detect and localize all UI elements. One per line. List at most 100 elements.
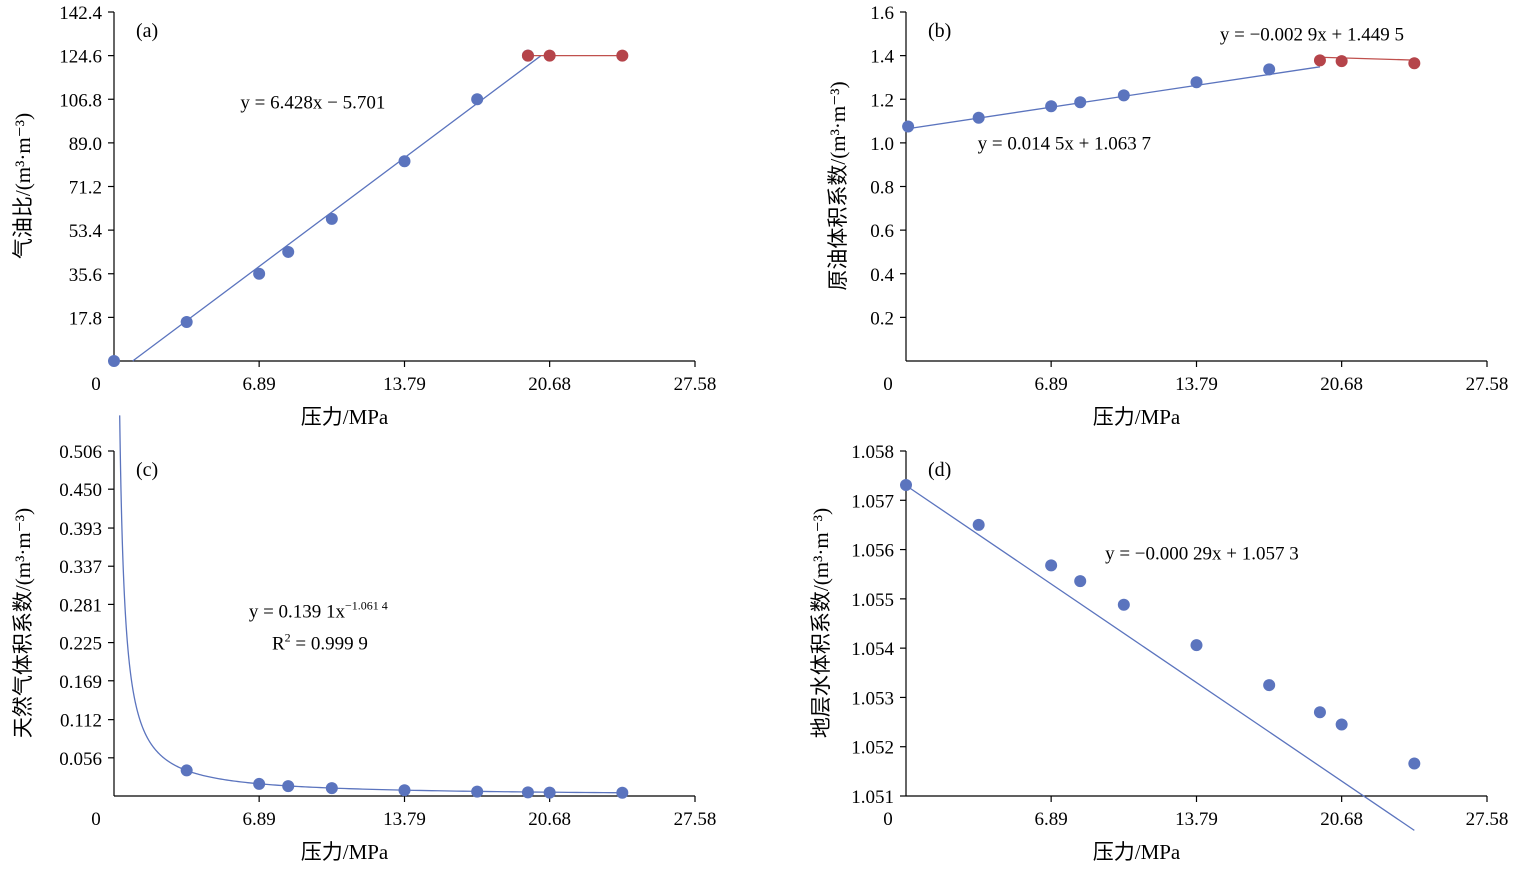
- data-point-blue: [543, 786, 556, 799]
- data-point-blue: [972, 111, 985, 124]
- y-tick-label: 0.393: [59, 519, 102, 540]
- y-tick-label: 0.450: [59, 480, 102, 501]
- y-tick-label: 0.6: [870, 221, 894, 242]
- fit-line-0: [132, 55, 542, 362]
- y-tick-label: 0.4: [870, 265, 894, 286]
- panel-label: (c): [136, 459, 158, 481]
- fit-line-1: [1319, 56, 1415, 61]
- equation-annotation: y = 0.014 5x + 1.063 7: [978, 133, 1151, 154]
- data-point-blue: [616, 786, 629, 799]
- x-tick-label: 20.68: [528, 809, 571, 830]
- y-tick-label: 53.4: [69, 221, 103, 242]
- x-tick-label: 27.58: [1466, 809, 1509, 830]
- y-tick-label: 142.4: [59, 3, 102, 24]
- data-point-blue: [1190, 639, 1203, 652]
- y-tick-label: 0.337: [59, 557, 102, 578]
- y-tick-label: 71.2: [69, 178, 102, 199]
- x-tick-label: 20.68: [1320, 809, 1363, 830]
- data-point-blue: [253, 777, 266, 790]
- x-axis-label: 压力/MPa: [1093, 840, 1181, 864]
- x-tick-label: 0: [91, 374, 101, 395]
- y-axis-label: 地层水体积系数/(m³·m⁻³): [809, 508, 833, 738]
- data-point-blue: [471, 93, 484, 106]
- x-tick-label: 13.79: [1175, 374, 1218, 395]
- x-tick-label: 27.58: [674, 809, 717, 830]
- x-tick-label: 13.79: [1175, 809, 1218, 830]
- y-tick-label: 35.6: [69, 265, 102, 286]
- data-point-red: [1408, 57, 1421, 70]
- y-tick-label: 89.0: [69, 134, 102, 155]
- y-tick-label: 1.0: [870, 134, 894, 155]
- data-point-blue: [398, 155, 411, 168]
- data-point-blue: [1190, 76, 1203, 89]
- y-axis-label: 原油体积系数/(m³·m⁻³): [826, 81, 850, 290]
- equation-text: R: [272, 633, 285, 654]
- data-point-red: [543, 49, 556, 62]
- y-tick-label: 1.4: [870, 47, 894, 68]
- x-tick-label: 13.79: [383, 374, 426, 395]
- x-tick-label: 20.68: [1320, 374, 1363, 395]
- panel-label: (b): [928, 20, 951, 42]
- x-tick-label: 20.68: [528, 374, 571, 395]
- data-point-blue: [1045, 100, 1058, 113]
- y-tick-label: 0.506: [59, 442, 102, 463]
- y-tick-label: 17.8: [69, 308, 102, 329]
- x-tick-label: 6.89: [1035, 809, 1068, 830]
- x-axis-label: 压力/MPa: [301, 840, 389, 864]
- y-tick-label: 124.6: [59, 47, 102, 68]
- y-tick-label: 0.225: [59, 634, 102, 655]
- data-point-blue: [1263, 63, 1276, 76]
- data-point-blue: [1408, 757, 1421, 770]
- chart-panel-b: 0 6.89 13.79 20.68 27.58 0.2 0.4 0.6 0.8 1.0 1.2 1.…: [826, 3, 1508, 429]
- data-point-blue: [282, 245, 295, 258]
- y-tick-label: 1.2: [870, 90, 894, 111]
- fit-line-0: [905, 66, 1321, 130]
- equation-annotation: y = 0.139 1x−1.061 4: [249, 598, 388, 622]
- y-tick-label: 0.2: [870, 308, 894, 329]
- panel-label: (a): [136, 20, 158, 42]
- data-point-red: [1313, 54, 1326, 67]
- data-point-blue: [1074, 96, 1087, 109]
- y-tick-label: 1.052: [851, 738, 894, 759]
- y-tick-label: 1.054: [851, 639, 894, 660]
- data-point-blue: [1117, 89, 1130, 102]
- data-point-blue: [1045, 559, 1058, 572]
- y-tick-label: 0.056: [59, 749, 102, 770]
- y-tick-label: 0.281: [59, 595, 102, 616]
- x-tick-label: 27.58: [674, 374, 717, 395]
- data-point-blue: [1117, 598, 1130, 611]
- y-tick-label: 106.8: [59, 90, 102, 111]
- data-point-blue: [902, 120, 915, 133]
- x-tick-label: 0: [883, 809, 893, 830]
- chart-panel-c: 0 6.89 13.79 20.68 27.58 0.056 0.112 0.169 0.225…: [11, 415, 716, 864]
- equation-annotation: R2 = 0.999 9: [272, 630, 368, 654]
- data-point-blue: [325, 782, 338, 795]
- x-axis-label: 压力/MPa: [301, 405, 389, 429]
- equation-superscript: 2: [285, 630, 291, 644]
- fit-line-0: [905, 484, 1415, 831]
- equation-text: y = −0.000 29x + 1.057 3: [1105, 543, 1299, 564]
- equation-text: y = −0.002 9x + 1.449 5: [1220, 24, 1404, 45]
- equation-superscript: −1.061 4: [345, 598, 388, 612]
- chart-panel-a: 0 6.89 13.79 20.68 27.58 17.8 35.6 53.4 71.2 89.0…: [11, 3, 716, 429]
- data-point-blue: [972, 518, 985, 531]
- y-tick-label: 0.169: [59, 672, 102, 693]
- x-tick-label: 13.79: [383, 809, 426, 830]
- y-tick-label: 0.112: [60, 711, 102, 732]
- data-point-red: [521, 49, 534, 62]
- data-point-blue: [1313, 706, 1326, 719]
- equation-annotation: y = 6.428x − 5.701: [240, 93, 385, 114]
- data-point-blue: [1263, 679, 1276, 692]
- chart-panel-d: 0 6.89 13.79 20.68 27.58 1.051 1.052 1.053 1.054…: [809, 442, 1508, 864]
- y-tick-label: 1.056: [851, 541, 894, 562]
- x-tick-label: 0: [883, 374, 893, 395]
- y-tick-label: 1.6: [870, 3, 894, 24]
- equation-text: y = 6.428x − 5.701: [240, 93, 385, 114]
- data-point-blue: [180, 764, 193, 777]
- data-point-blue: [253, 267, 266, 280]
- data-point-blue: [521, 786, 534, 799]
- x-tick-label: 27.58: [1466, 374, 1509, 395]
- data-point-blue: [471, 785, 484, 798]
- panel-label: (d): [928, 459, 951, 481]
